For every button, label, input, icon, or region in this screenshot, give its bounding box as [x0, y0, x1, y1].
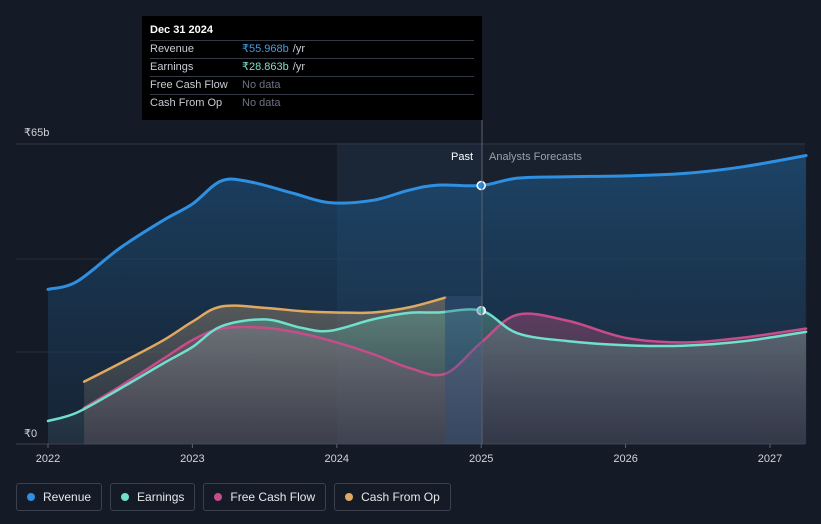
x-tick-label: 2023: [180, 453, 204, 465]
legend-label: Cash From Op: [361, 490, 440, 504]
legend-label: Revenue: [43, 490, 92, 504]
tooltip-label: Earnings: [150, 61, 194, 73]
y-tick-label-bottom: ₹0: [24, 428, 37, 440]
x-tick-label: 2027: [758, 453, 782, 465]
tooltip: Dec 31 2024 Revenue ₹55.968b /yr Earning…: [142, 16, 482, 120]
tooltip-label: Revenue: [150, 43, 195, 55]
cash-from-op-dot-icon: [345, 493, 354, 501]
x-tick-label: 2024: [325, 453, 349, 465]
tooltip-unit: /yr: [292, 61, 305, 73]
legend-item-earnings[interactable]: Earnings: [110, 483, 196, 511]
legend-item-revenue[interactable]: Revenue: [16, 483, 103, 511]
x-tick-label: 2025: [469, 453, 493, 465]
free-cash-flow-dot-icon: [214, 493, 223, 501]
tooltip-row-earnings: Earnings ₹28.863b /yr: [150, 58, 474, 76]
tooltip-label: Free Cash Flow: [150, 79, 228, 91]
revenue-highlight-point: [476, 180, 486, 191]
legend-label: Earnings: [137, 490, 185, 504]
cash-from-op-line: [82, 296, 447, 383]
tooltip-value: ₹55.968b: [242, 43, 289, 55]
legend-label: Free Cash Flow: [230, 490, 316, 504]
earnings-highlight-point: [476, 305, 486, 316]
revenue-dot-icon: [27, 493, 35, 501]
tooltip-row-revenue: Revenue ₹55.968b /yr: [150, 40, 474, 58]
tooltip-unit: /yr: [292, 43, 305, 55]
x-tick-label: 2026: [613, 453, 637, 465]
earnings-line: [46, 308, 808, 423]
revenue-line: [46, 154, 808, 291]
tooltip-date: Dec 31 2024: [150, 24, 213, 36]
tooltip-value: ₹28.863b: [242, 61, 289, 73]
past-label: Past: [451, 151, 473, 163]
tooltip-label: Cash From Op: [150, 97, 223, 109]
legend-item-cash-from-op[interactable]: Cash From Op: [334, 483, 451, 511]
earnings-dot-icon: [121, 493, 130, 501]
tooltip-row-cash-from-op: Cash From Op No data: [150, 94, 474, 112]
x-tick-label: 2022: [36, 453, 60, 465]
tooltip-row-free-cash-flow: Free Cash Flow No data: [150, 76, 474, 94]
legend: Revenue Earnings Free Cash Flow Cash Fro…: [16, 483, 451, 511]
forecast-label: Analysts Forecasts: [489, 151, 582, 163]
free-cash-flow-line: [82, 312, 808, 410]
y-tick-label-top: ₹65b: [24, 127, 49, 139]
tooltip-value: No data: [242, 97, 281, 109]
earnings-area: [48, 309, 807, 444]
earnings-forecast-cutoff-band: [445, 296, 482, 444]
legend-item-free-cash-flow[interactable]: Free Cash Flow: [203, 483, 327, 511]
tooltip-value: No data: [242, 79, 281, 91]
